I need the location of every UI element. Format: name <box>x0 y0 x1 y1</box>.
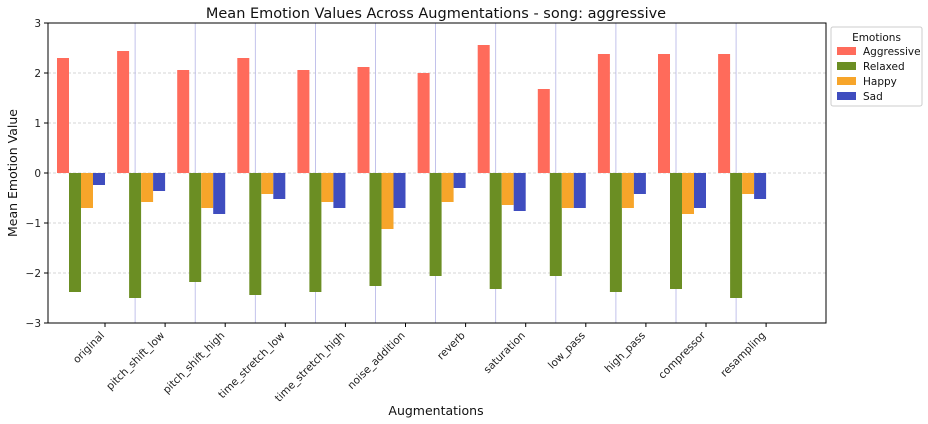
y-axis-title: Mean Emotion Value <box>5 109 20 237</box>
y-tick-label: 2 <box>34 68 41 80</box>
bar-happy <box>201 173 214 208</box>
bar-happy <box>321 173 334 202</box>
bar-group-time_stretch_high <box>297 70 346 292</box>
bar-aggressive <box>597 54 610 173</box>
bar-group-reverb <box>417 73 466 276</box>
x-tick-label: saturation <box>481 330 527 376</box>
chart-title: Mean Emotion Values Across Augmentations… <box>206 6 666 22</box>
bar-group-pitch_shift_high <box>177 70 226 282</box>
bar-relaxed <box>129 173 142 298</box>
bar-aggressive <box>237 58 250 173</box>
bar-group-low_pass <box>537 89 586 276</box>
bar-sad <box>633 173 646 194</box>
bar-aggressive <box>357 67 370 173</box>
bar-relaxed <box>189 173 202 282</box>
bar-aggressive <box>297 70 310 173</box>
legend-swatch-aggressive <box>837 47 856 55</box>
x-axis: originalpitch_shift_lowpitch_shift_hight… <box>71 323 768 404</box>
x-tick-label: pitch_shift_high <box>161 330 228 397</box>
legend: Emotions Aggressive Relaxed Happy Sad <box>830 26 923 107</box>
x-tick-label: reverb <box>435 329 468 362</box>
bar-aggressive <box>658 54 670 173</box>
x-axis-title: Augmentations <box>388 403 483 418</box>
bar-relaxed <box>249 173 262 295</box>
bar-sad <box>333 173 346 208</box>
legend-swatch-happy <box>837 77 856 85</box>
x-tick-label: resampling <box>718 330 768 380</box>
bar-sad <box>573 173 586 208</box>
bar-happy <box>81 173 93 208</box>
bar-happy <box>141 173 154 202</box>
bar-happy <box>742 173 755 194</box>
y-axis: −3 −2 −1 0 1 2 3 <box>26 18 48 330</box>
x-tick-label: low_pass <box>546 330 588 372</box>
bar-group-resampling <box>718 54 767 298</box>
bar-group-compressor <box>658 54 706 289</box>
bar-aggressive <box>718 54 731 173</box>
x-tick-label: original <box>71 330 107 366</box>
bar-sad <box>213 173 226 214</box>
bar-aggressive <box>117 51 130 173</box>
bar-aggressive <box>537 89 550 173</box>
bar-group-saturation <box>477 45 526 289</box>
bar-happy <box>261 173 274 194</box>
bar-group-noise_addition <box>357 67 406 286</box>
bar-group-time_stretch_low <box>237 58 286 295</box>
bar-relaxed <box>369 173 382 286</box>
bar-relaxed <box>309 173 322 292</box>
bar-happy <box>561 173 574 208</box>
legend-label-happy: Happy <box>863 76 897 88</box>
bar-sad <box>153 173 166 191</box>
bar-happy <box>621 173 634 208</box>
y-tick-label: −3 <box>26 318 41 330</box>
bar-happy <box>682 173 694 214</box>
bar-relaxed <box>489 173 502 289</box>
x-tick-label: compressor <box>656 329 708 381</box>
bar-happy <box>441 173 454 202</box>
bar-sad <box>273 173 286 199</box>
legend-label-sad: Sad <box>863 91 883 103</box>
y-tick-label: 3 <box>34 18 41 30</box>
bar-relaxed <box>549 173 562 276</box>
y-tick-label: −1 <box>26 218 41 230</box>
y-tick-label: 1 <box>34 118 41 130</box>
bar-sad <box>513 173 526 211</box>
bar-relaxed <box>429 173 442 276</box>
bar-group-high_pass <box>597 54 646 292</box>
bar-layer <box>57 45 767 298</box>
x-tick-label: time_stretch_low <box>216 329 288 401</box>
bar-sad <box>453 173 466 188</box>
bar-relaxed <box>609 173 622 292</box>
bar-aggressive <box>417 73 430 173</box>
legend-label-relaxed: Relaxed <box>863 61 905 73</box>
bar-sad <box>393 173 406 208</box>
legend-swatch-sad <box>837 92 856 100</box>
bar-group-original <box>57 58 105 292</box>
x-tick-label: noise_addition <box>345 330 407 392</box>
bar-relaxed <box>730 173 743 298</box>
bar-relaxed <box>670 173 682 289</box>
bar-sad <box>754 173 767 199</box>
y-tick-label: 0 <box>34 168 41 180</box>
bar-relaxed <box>69 173 81 292</box>
x-tick-label: pitch_shift_low <box>104 329 167 392</box>
legend-swatch-relaxed <box>837 62 856 70</box>
bar-aggressive <box>57 58 69 173</box>
bar-sad <box>694 173 706 208</box>
y-tick-label: −2 <box>26 268 41 280</box>
legend-frame <box>830 26 923 107</box>
legend-title: Emotions <box>852 32 901 44</box>
bar-aggressive <box>177 70 190 173</box>
legend-label-aggressive: Aggressive <box>863 46 921 58</box>
bar-happy <box>501 173 514 205</box>
x-tick-label: high_pass <box>603 330 648 375</box>
bar-group-pitch_shift_low <box>117 51 166 298</box>
bar-aggressive <box>477 45 490 173</box>
bar-sad <box>93 173 105 185</box>
bar-happy <box>381 173 394 229</box>
